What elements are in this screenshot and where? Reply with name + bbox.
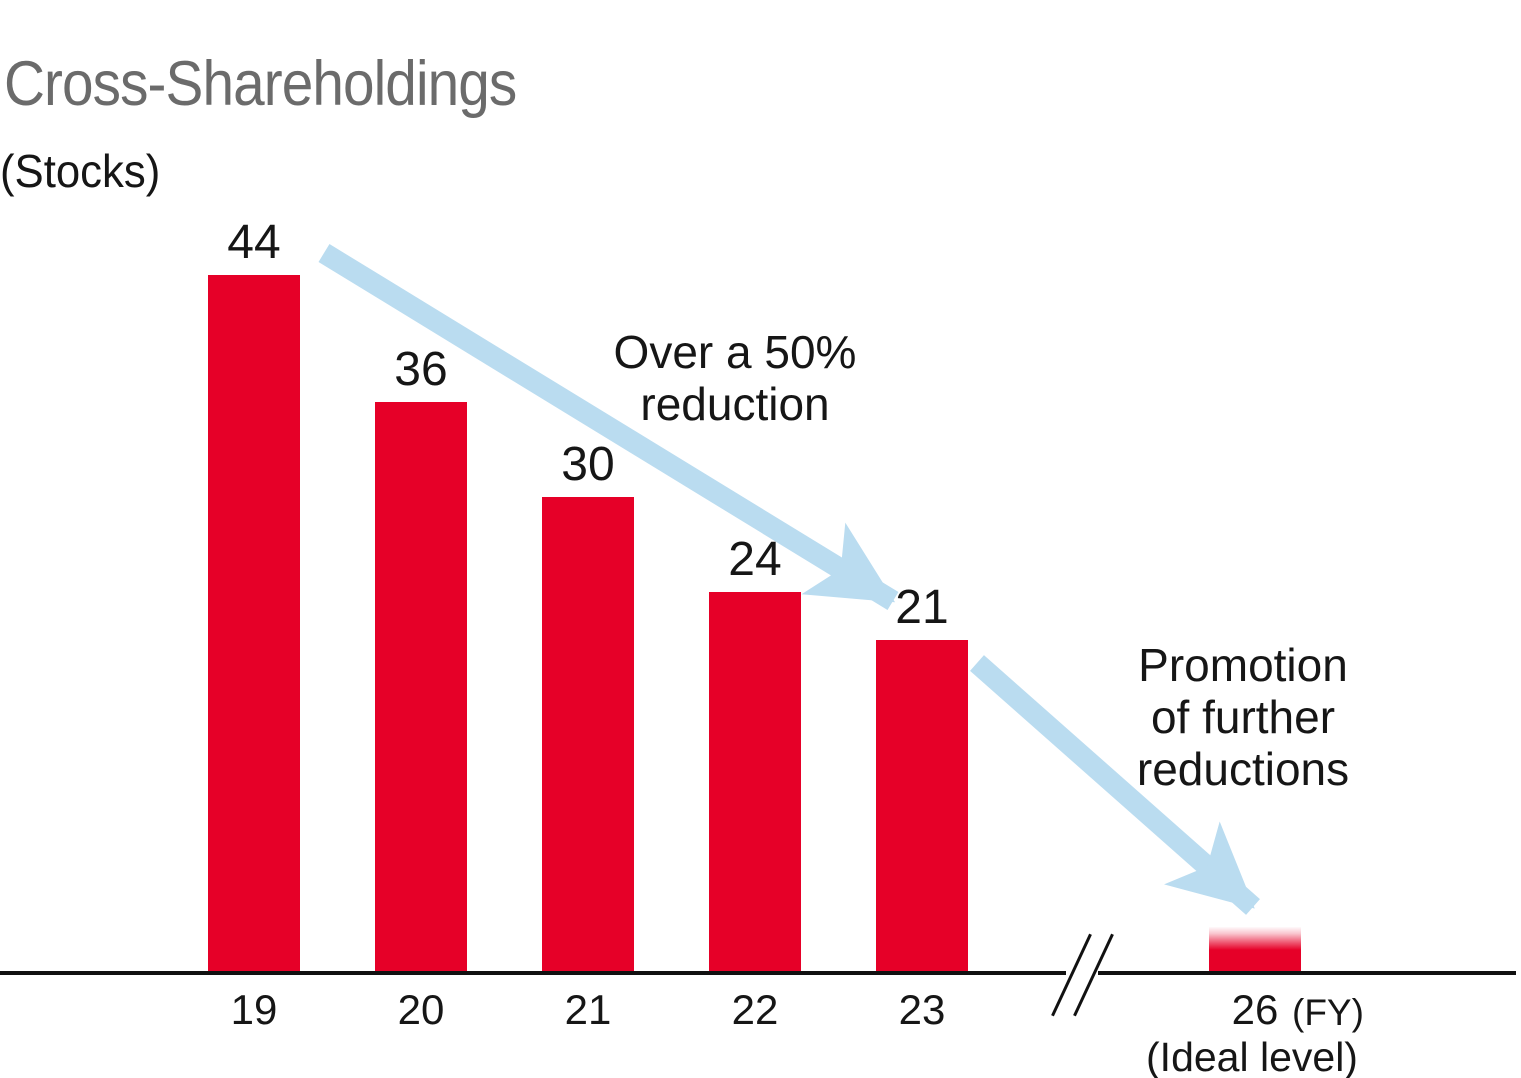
bar-value-label-fy21: 30: [561, 438, 615, 491]
annotation-promotion-further-reductions: Promotion of further reductions: [1136, 639, 1350, 795]
x-axis-label-22: 22: [731, 986, 779, 1033]
x-axis-label-20: 20: [397, 986, 445, 1033]
x-axis-label-19: 19: [230, 986, 278, 1033]
x-axis-line-right: [1098, 971, 1516, 975]
bar-fy23: [876, 640, 968, 973]
x-axis-line-left: [0, 971, 1066, 975]
x-axis-label-23: 23: [898, 986, 946, 1033]
ideal-level-caption: (Ideal level): [1146, 1034, 1358, 1078]
page-title: Cross-Shareholdings: [4, 49, 517, 119]
ideal-level-bar: [1209, 927, 1301, 973]
annotation-over-50-reduction: Over a 50% reduction: [613, 326, 857, 430]
axis-break-slash-icon: [1073, 933, 1114, 1017]
axis-break-slash-icon: [1051, 933, 1092, 1017]
bar-value-label-fy19: 44: [227, 216, 281, 269]
x-axis-label-26: 26: [1231, 986, 1279, 1033]
bar-value-label-fy23: 21: [895, 581, 949, 634]
fy-axis-suffix: (FY): [1292, 992, 1364, 1033]
bar-fy20: [375, 402, 467, 973]
bar-value-label-fy22: 24: [728, 533, 782, 586]
bar-value-label-fy20: 36: [394, 343, 448, 396]
bar-fy21: [542, 497, 634, 973]
bar-fy19: [208, 275, 300, 973]
bar-fy22: [709, 592, 801, 973]
unit-label: (Stocks): [0, 145, 161, 197]
x-axis-label-21: 21: [564, 986, 612, 1033]
